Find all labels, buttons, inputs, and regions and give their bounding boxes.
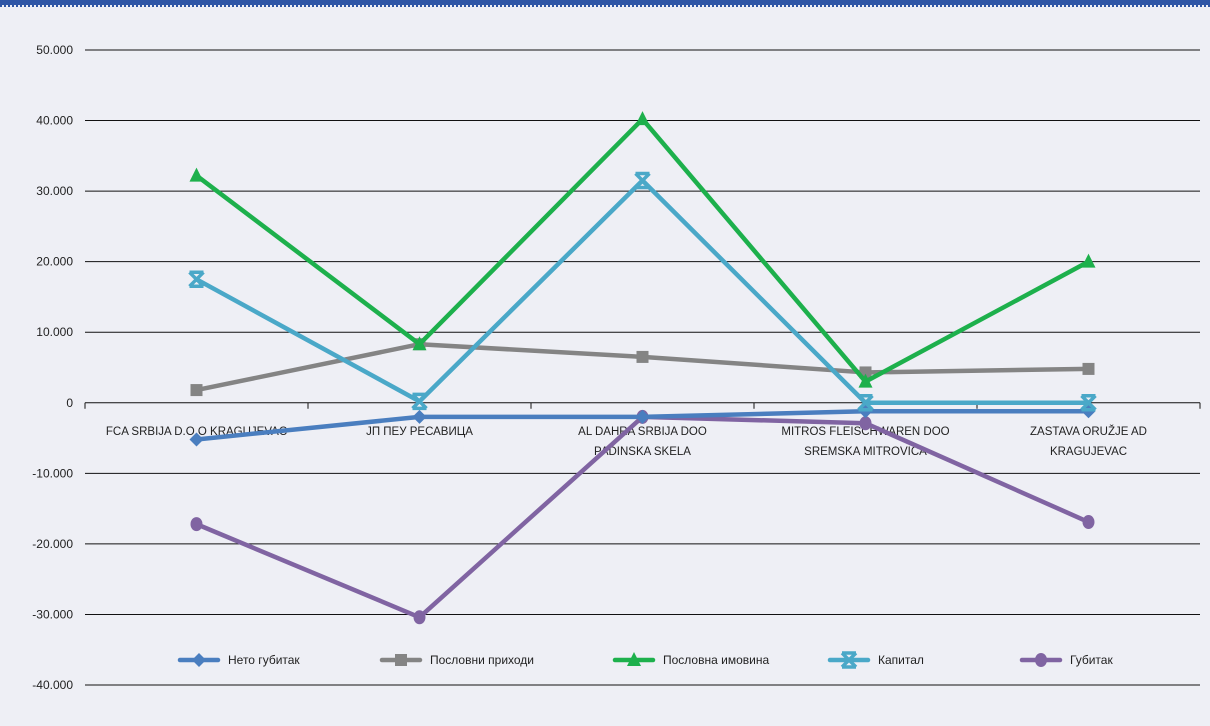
legend-marker-shape <box>1035 653 1047 667</box>
data-point-3-shape <box>1080 394 1097 412</box>
y-tick-label: -40.000 <box>32 678 73 692</box>
legend-label: Нето губитак <box>228 653 300 667</box>
data-point-0 <box>635 409 650 424</box>
y-tick-label: 40.000 <box>36 114 73 128</box>
legend-marker-shape <box>627 652 641 666</box>
legend-marker <box>192 653 206 667</box>
x-category-line: ZASTAVA ORUŽJE AD <box>1030 425 1147 438</box>
data-point-0-shape <box>189 432 204 447</box>
x-category-line: PADINSKA SKELA <box>594 446 691 458</box>
x-category-line: AL DAHRA SRBIJA DOO <box>578 426 707 438</box>
x-category-line: KRAGUJEVAC <box>1050 446 1127 458</box>
x-category-label: AL DAHRA SRBIJA DOO PADINSKA SKELA <box>578 426 707 458</box>
data-point-2 <box>635 111 650 126</box>
legend-marker-shape <box>192 653 206 667</box>
legend-label: Капитал <box>878 653 924 667</box>
y-tick-label: -10.000 <box>32 466 73 480</box>
data-point-2 <box>858 373 873 388</box>
data-point-1 <box>190 384 203 397</box>
data-point-2 <box>1081 253 1096 268</box>
data-point-1 <box>636 350 649 363</box>
data-point-2-shape <box>189 167 204 182</box>
legend-label: Пословна имовина <box>663 653 769 667</box>
data-point-2-shape <box>635 111 650 126</box>
data-point-2-shape <box>1081 253 1096 268</box>
data-point-0-shape <box>635 409 650 424</box>
data-point-1-shape <box>190 384 203 397</box>
data-point-4 <box>413 610 426 625</box>
data-point-4 <box>859 416 872 431</box>
data-point-3-shape <box>188 270 205 289</box>
x-category-label: JП ПЕУ РЕСАВИЦА <box>366 426 473 438</box>
data-point-3 <box>1080 394 1097 412</box>
y-tick-label: 10.000 <box>36 325 73 339</box>
data-point-3 <box>634 171 651 190</box>
legend-marker-shape <box>840 651 858 669</box>
x-category-line: SREMSKA MITROVICA <box>804 446 927 458</box>
data-point-3 <box>411 392 428 411</box>
legend-label: Пословни приходи <box>430 653 534 667</box>
y-tick-label: -30.000 <box>32 607 73 621</box>
data-point-4-shape <box>190 517 203 532</box>
x-category-label: MITROS FLEISCHWAREN DOO SREMSKA MITROVICA <box>781 426 949 458</box>
data-point-3 <box>188 270 205 289</box>
data-point-2 <box>189 167 204 182</box>
y-tick-label: 30.000 <box>36 184 73 198</box>
data-point-4-shape <box>413 610 426 625</box>
data-point-4 <box>190 517 203 532</box>
legend-label: Губитак <box>1070 653 1113 667</box>
data-point-1-shape <box>636 350 649 363</box>
data-point-2 <box>412 336 427 351</box>
data-point-4 <box>1082 515 1095 530</box>
legend-marker <box>627 652 641 666</box>
data-point-3-shape <box>857 394 874 412</box>
data-point-4-shape <box>859 416 872 431</box>
data-point-2-shape <box>412 336 427 351</box>
data-point-1-shape <box>1082 362 1095 375</box>
x-category-label: ZASTAVA ORUŽJE AD KRAGUJEVAC <box>1030 425 1147 458</box>
top-border <box>0 0 1210 5</box>
data-point-3-shape <box>634 171 651 190</box>
y-tick-label: 0 <box>66 396 73 410</box>
data-point-0 <box>412 409 427 424</box>
data-point-4-shape <box>1082 515 1095 530</box>
y-tick-label: 20.000 <box>36 255 73 269</box>
data-point-0 <box>189 432 204 447</box>
series-line-2 <box>194 116 1091 384</box>
legend-marker <box>395 654 407 666</box>
legend-marker <box>840 651 858 669</box>
data-point-3-shape <box>411 392 428 411</box>
y-tick-label: 50.000 <box>36 43 73 57</box>
data-point-1 <box>1082 362 1095 375</box>
legend-marker-shape <box>395 654 407 666</box>
data-point-2-shape <box>858 373 873 388</box>
data-point-3 <box>857 394 874 412</box>
y-tick-label: -20.000 <box>32 537 73 551</box>
legend-marker <box>1035 653 1047 667</box>
x-category-line: JП ПЕУ РЕСАВИЦА <box>366 426 473 438</box>
x-category-line: MITROS FLEISCHWAREN DOO <box>781 426 949 438</box>
data-point-0-shape <box>412 409 427 424</box>
